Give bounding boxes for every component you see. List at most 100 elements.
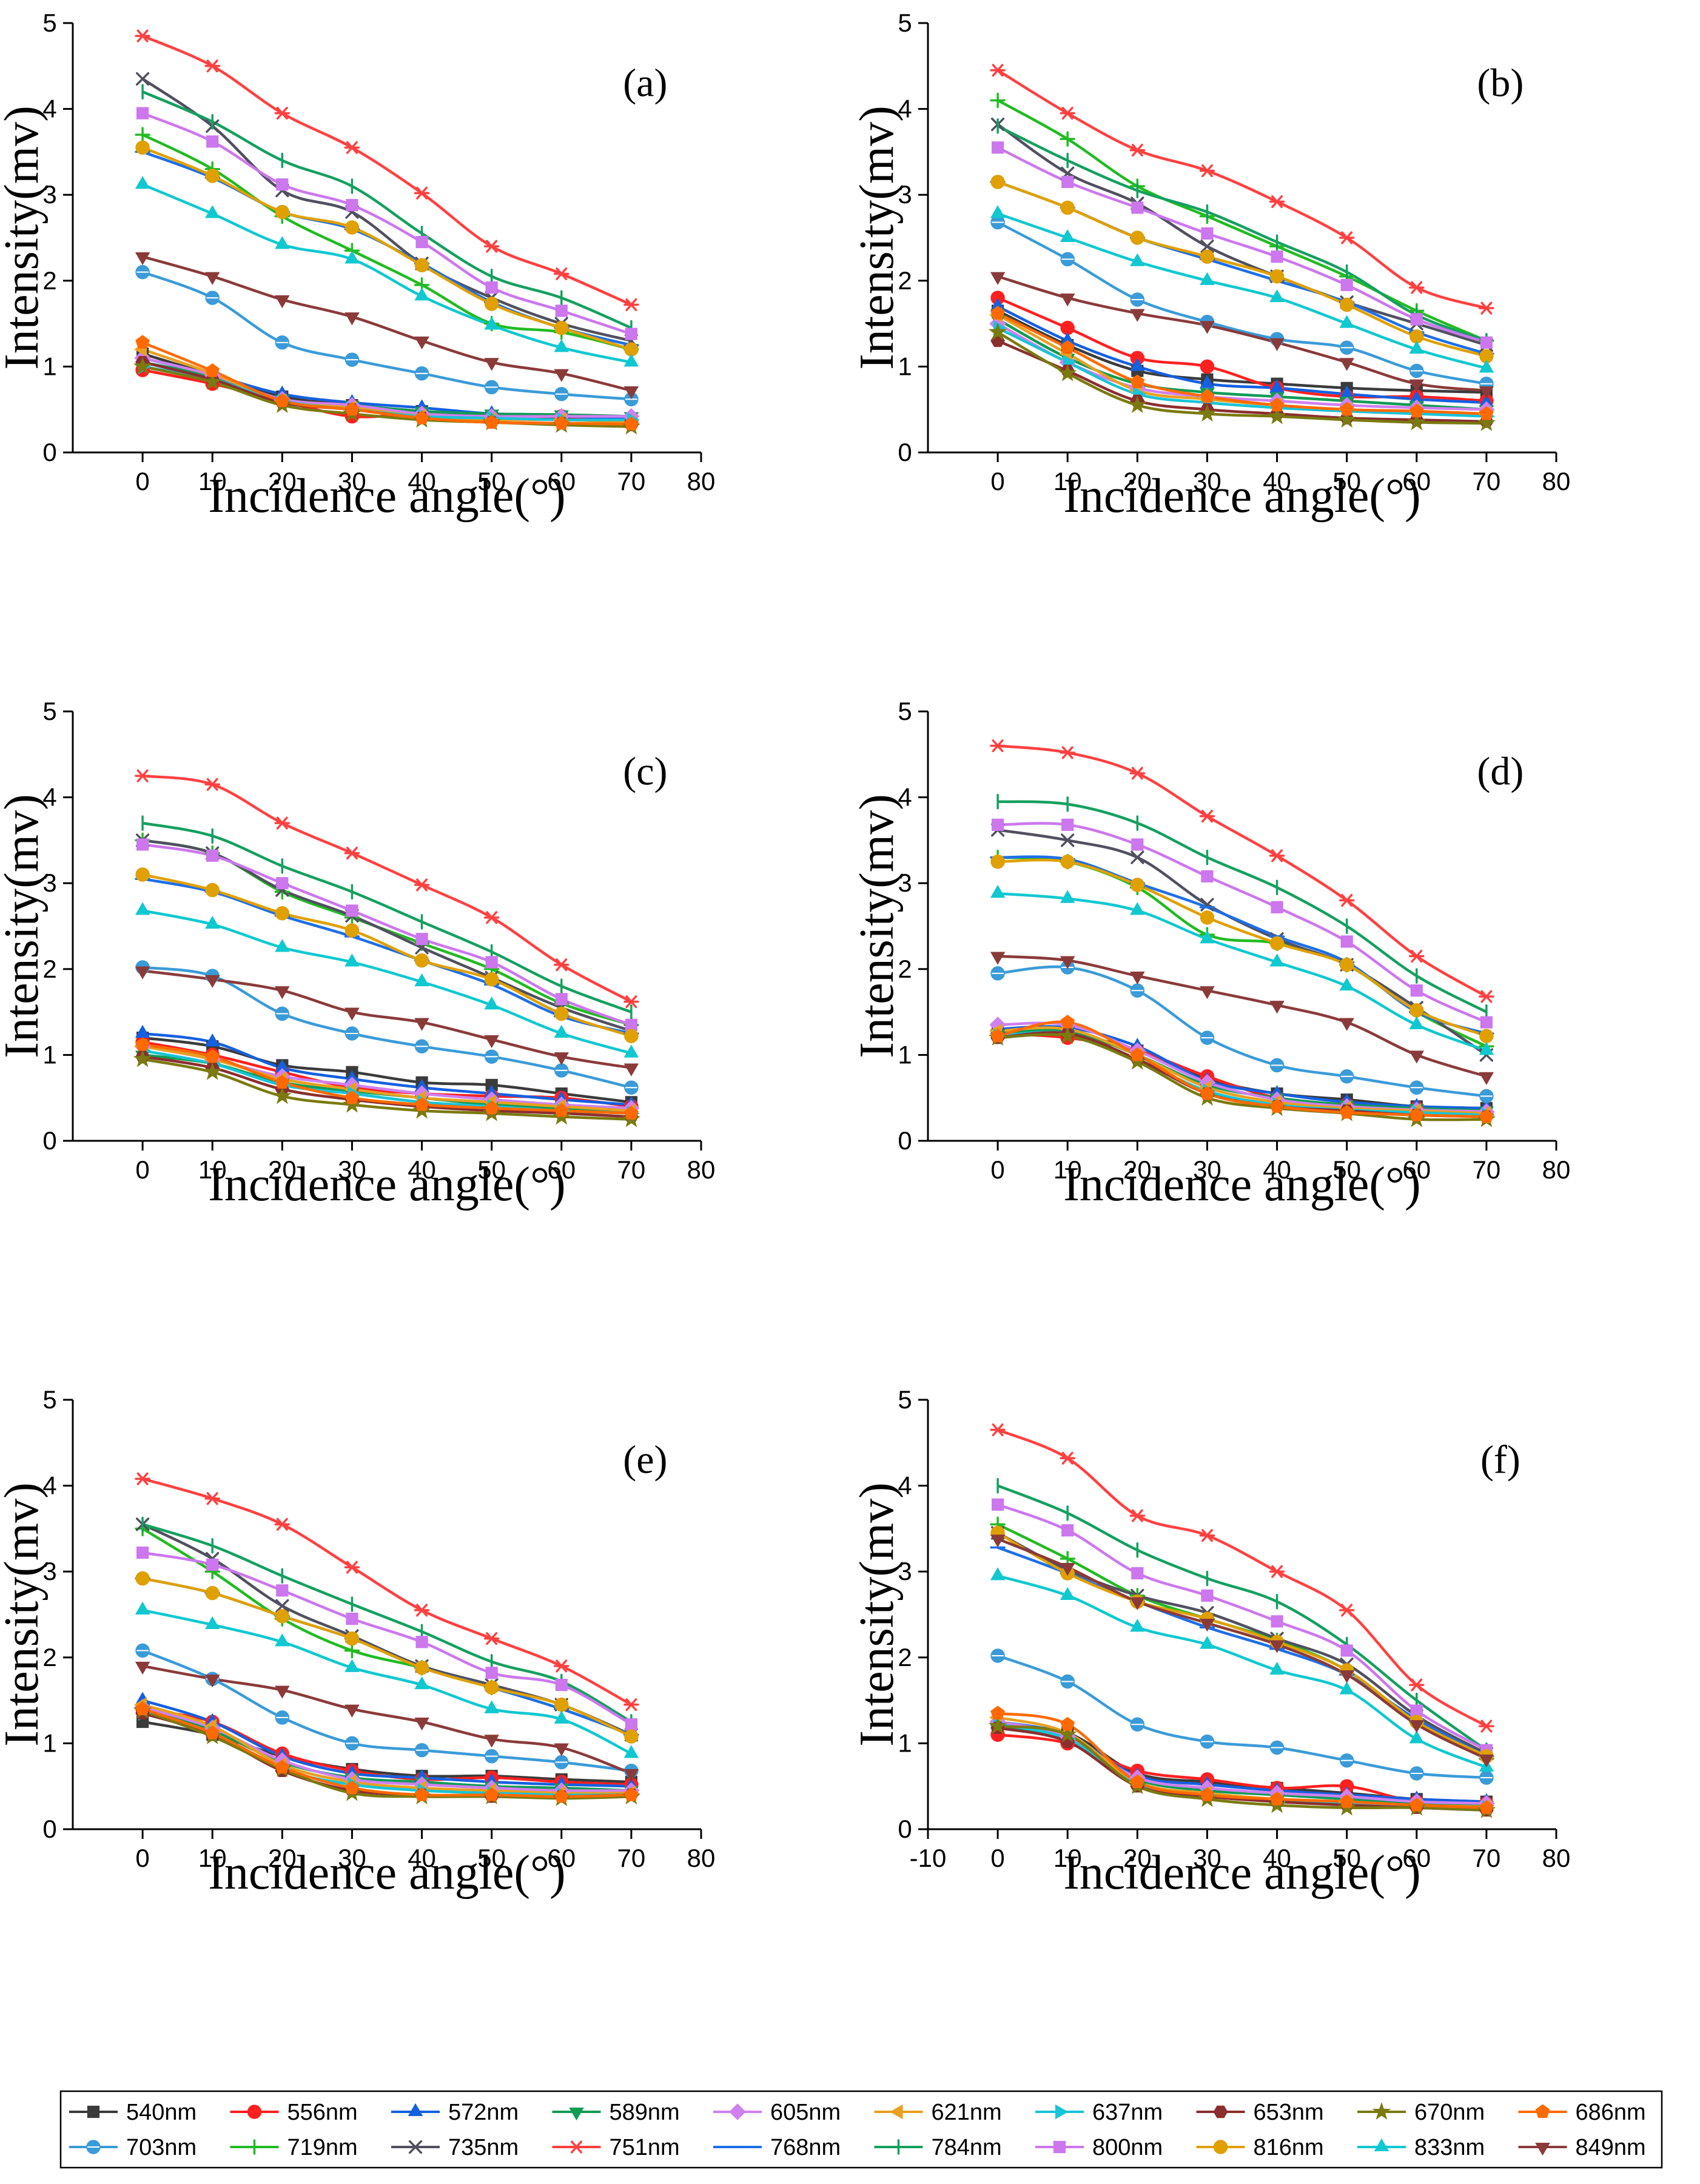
x-tick-label: 30 [338, 1155, 366, 1184]
data-point-849nm [275, 295, 290, 309]
legend-label: 540nm [126, 2100, 197, 2125]
series-line-719nm [997, 99, 1487, 342]
data-point-751nm [204, 1492, 220, 1505]
data-point-686nm [1130, 1774, 1145, 1789]
data-point-751nm [204, 59, 220, 73]
x-axis-title: Incidence angle(°) [208, 1158, 565, 1211]
y-tick-label: 1 [898, 352, 912, 380]
data-point-833nm [484, 1700, 499, 1713]
x-tick-label: 20 [268, 467, 297, 496]
data-point-816nm [275, 906, 290, 921]
x-tick-label: 80 [1542, 467, 1571, 496]
data-point-556nm [1200, 359, 1215, 374]
data-point-800nm [992, 818, 1004, 832]
data-point-703nm [1339, 1753, 1354, 1768]
data-point-751nm [554, 267, 569, 281]
x-tick-label: 80 [687, 1844, 716, 1872]
x-tick-label: 50 [1332, 467, 1361, 496]
data-point-800nm [276, 1584, 289, 1597]
y-tick-label: 3 [898, 1557, 912, 1585]
series-line-719nm [142, 133, 632, 351]
data-point-849nm [1479, 386, 1494, 400]
x-tick-label: 0 [990, 1844, 1004, 1872]
data-point-849nm [623, 1063, 639, 1077]
data-point-833nm [1479, 360, 1494, 373]
data-point-833nm [1269, 953, 1285, 967]
data-point-735nm [1131, 850, 1144, 864]
legend-item: 784nm [874, 2135, 1002, 2160]
y-tick-label: 0 [898, 1126, 912, 1155]
data-point-751nm [990, 739, 1006, 753]
data-point-800nm [346, 199, 358, 212]
x-tick-label: 10 [1053, 1155, 1082, 1184]
data-point-849nm [484, 358, 499, 371]
data-point-849nm [275, 1685, 290, 1699]
series-line-768nm [142, 877, 632, 1035]
data-point-751nm [1339, 1604, 1355, 1617]
data-point-816nm [414, 953, 429, 968]
data-point-751nm [344, 141, 360, 154]
legend-marker [408, 2140, 423, 2154]
legend-marker [1053, 2140, 1066, 2154]
legend-marker [729, 2103, 746, 2120]
data-point-670nm [1268, 406, 1286, 425]
y-tick-label: 5 [898, 8, 912, 37]
data-point-751nm [554, 958, 569, 972]
data-point-686nm [1339, 1104, 1354, 1119]
series-line-686nm [997, 1020, 1487, 1118]
data-point-751nm [1479, 1719, 1494, 1733]
data-point-751nm [1129, 1509, 1146, 1522]
legend-marker [1535, 2104, 1550, 2118]
x-tick-label: 0 [990, 467, 1004, 496]
data-point-816nm [1339, 957, 1354, 972]
legend-marker [1213, 2105, 1228, 2118]
y-axis-title: Intensity(mv) [0, 106, 49, 369]
legend-item: 686nm [1518, 2100, 1646, 2125]
y-tick-label: 2 [898, 955, 912, 983]
data-point-751nm [623, 1698, 639, 1712]
x-tick-label: 70 [1473, 467, 1501, 496]
x-tick-label: 20 [1123, 467, 1152, 496]
data-point-703nm [414, 1039, 429, 1053]
data-point-703nm [1060, 252, 1075, 267]
legend-label: 572nm [448, 2100, 519, 2125]
data-point-849nm [1409, 379, 1424, 392]
data-point-686nm [1409, 1797, 1424, 1812]
y-tick-label: 1 [42, 1040, 56, 1069]
data-point-686nm [1060, 1716, 1075, 1731]
data-point-833nm [1339, 1681, 1354, 1695]
data-point-703nm [275, 1710, 290, 1725]
x-tick-label: 20 [268, 1155, 297, 1184]
data-point-833nm [275, 236, 290, 249]
legend-marker [1374, 2138, 1389, 2152]
y-tick-label: 0 [898, 1815, 912, 1843]
data-point-572nm [205, 1033, 220, 1047]
x-tick-label: 10 [1053, 1844, 1082, 1872]
data-point-703nm [484, 1749, 499, 1764]
series-line-703nm [142, 966, 632, 1089]
x-axis-title: Incidence angle(°) [1063, 1846, 1420, 1900]
data-point-800nm [206, 135, 219, 148]
data-point-849nm [344, 1007, 360, 1021]
data-point-751nm [483, 911, 500, 924]
series-line-670nm [142, 365, 631, 428]
data-point-572nm [135, 1024, 150, 1038]
legend-item: 719nm [230, 2135, 358, 2160]
data-point-686nm [1409, 403, 1424, 418]
data-point-703nm [1060, 1674, 1075, 1689]
data-point-833nm [623, 1745, 639, 1758]
data-point-670nm [1337, 410, 1356, 428]
data-point-703nm [554, 386, 569, 402]
y-tick-label: 1 [42, 352, 56, 380]
data-point-833nm [414, 973, 429, 987]
series-group [133, 1472, 641, 1806]
data-point-849nm [990, 1534, 1006, 1548]
x-tick-label: 30 [338, 467, 366, 496]
data-point-703nm [990, 966, 1005, 981]
data-point-751nm [274, 1517, 291, 1531]
data-point-751nm [990, 64, 1006, 77]
series-line-621nm [998, 1026, 1487, 1115]
legend-marker [86, 2140, 101, 2154]
data-point-816nm [1130, 878, 1145, 892]
